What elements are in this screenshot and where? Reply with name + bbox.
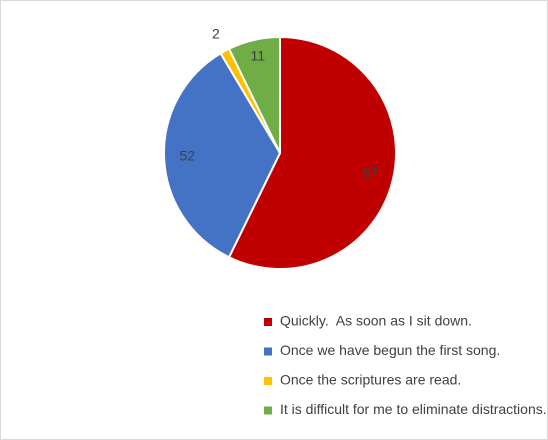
legend-label: Once the scriptures are read.	[280, 372, 461, 388]
legend: Quickly. As soon as I sit down. Once we h…	[264, 313, 547, 417]
pie-slice	[163, 51, 282, 259]
legend-label: It is difficult for me to eliminate dist…	[280, 401, 547, 417]
legend-swatch	[264, 347, 272, 356]
data-label: 87	[363, 165, 379, 181]
pie-slice	[227, 35, 281, 154]
legend-swatch	[264, 406, 272, 415]
data-label: 11	[251, 48, 266, 64]
legend-label: Once we have begun the first song.	[280, 342, 500, 358]
pie-slice	[227, 35, 397, 270]
legend-swatch	[264, 318, 272, 326]
data-label: 52	[179, 148, 195, 164]
legend-swatch	[264, 377, 272, 385]
pie: 87 52 2 11	[163, 25, 397, 270]
data-label: 2	[212, 25, 220, 41]
legend-label: Quickly. As soon as I sit down.	[280, 313, 472, 329]
